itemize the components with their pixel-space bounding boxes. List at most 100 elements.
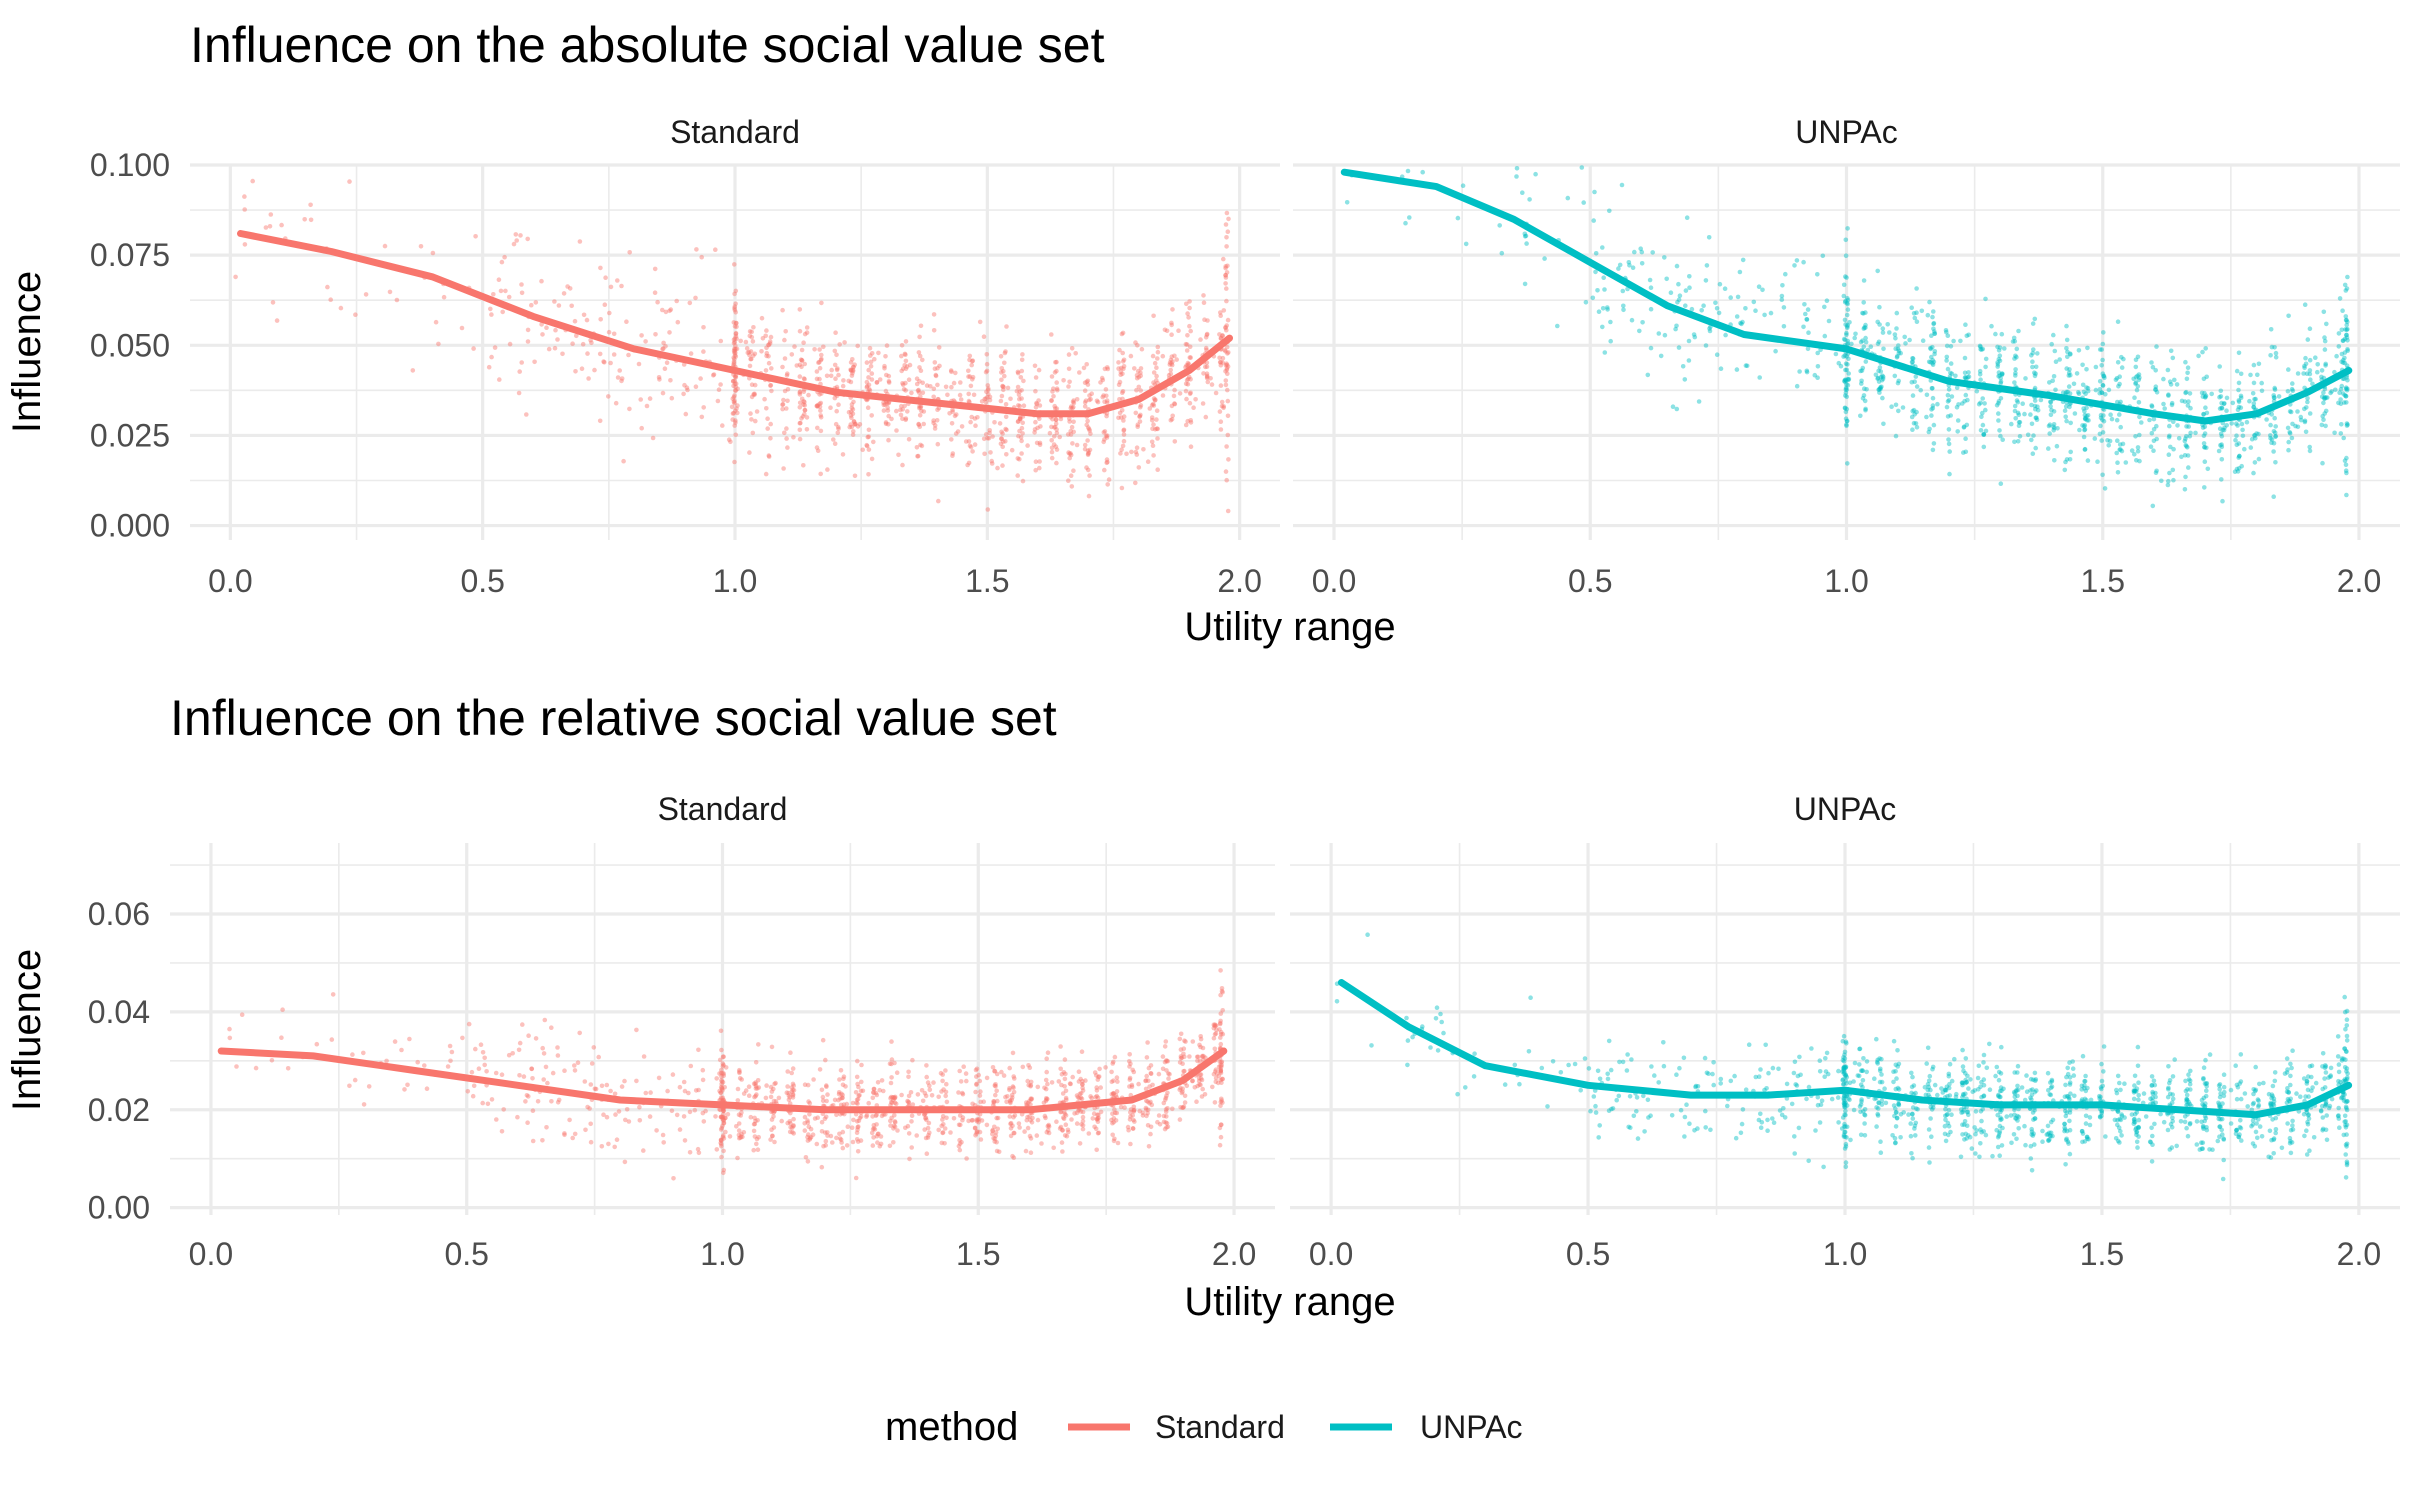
scatter-point: [2032, 1089, 2038, 1095]
scatter-point: [1876, 1100, 1882, 1106]
scatter-point: [1120, 359, 1126, 364]
scatter-point: [1051, 394, 1056, 399]
scatter-point: [818, 357, 824, 363]
scatter-point: [2202, 431, 2208, 436]
scatter-point: [1472, 1051, 1477, 1056]
scatter-point: [2121, 356, 2126, 362]
scatter-point: [1913, 421, 1919, 426]
scatter-point: [865, 405, 871, 411]
scatter-point: [2149, 1082, 2155, 1088]
scatter-point: [2202, 1104, 2208, 1109]
scatter-point: [2336, 344, 2342, 349]
scatter-point: [1845, 324, 1850, 329]
scatter-point: [2080, 382, 2086, 388]
scatter-point: [806, 1124, 812, 1129]
scatter-point: [733, 388, 739, 393]
scatter-point: [1213, 1069, 1218, 1074]
scatter-point: [677, 1127, 683, 1132]
scatter-point: [2217, 1086, 2222, 1092]
scatter-point: [1135, 424, 1140, 430]
scatter-point: [1964, 376, 1969, 382]
scatter-point: [1819, 1098, 1825, 1103]
scatter-point: [1806, 330, 1811, 336]
scatter-point: [2304, 405, 2309, 410]
scatter-point: [718, 1127, 724, 1132]
scatter-point: [1033, 405, 1039, 410]
scatter-point: [1940, 1090, 1946, 1095]
scatter-point: [791, 1123, 796, 1129]
scatter-point: [966, 374, 971, 379]
scatter-point: [603, 275, 608, 281]
scatter-point: [1226, 350, 1231, 355]
scatter-point: [2132, 1088, 2137, 1094]
scatter-point: [674, 298, 679, 304]
scatter-point: [1170, 359, 1175, 364]
scatter-point: [1514, 166, 1520, 171]
scatter-point: [731, 360, 737, 366]
scatter-point: [987, 428, 992, 433]
scatter-point: [751, 1147, 756, 1153]
scatter-point: [1225, 351, 1230, 356]
scatter-point: [2067, 367, 2072, 372]
scatter-point: [1044, 1129, 1050, 1135]
scatter-point: [780, 401, 786, 407]
scatter-point: [2202, 459, 2208, 465]
scatter-point: [263, 225, 269, 230]
scatter-point: [835, 366, 840, 371]
scatter-point: [1188, 377, 1193, 382]
scatter-point: [851, 1117, 856, 1123]
scatter-point: [956, 1090, 961, 1095]
scatter-point: [2067, 1075, 2073, 1080]
scatter-point: [2204, 410, 2210, 416]
scatter-point: [768, 1084, 774, 1090]
scatter-point: [314, 1041, 320, 1047]
scatter-point: [2203, 1057, 2208, 1063]
scatter-point: [2133, 381, 2138, 386]
scatter-point: [1060, 1127, 1065, 1133]
scatter-point: [786, 1090, 791, 1096]
scatter-point: [1621, 307, 1626, 313]
scatter-point: [2141, 1091, 2147, 1096]
scatter-point: [1894, 1076, 1899, 1081]
scatter-point: [1588, 1108, 1593, 1114]
scatter-point: [1128, 1107, 1134, 1112]
scatter-point: [460, 1035, 465, 1041]
scatter-point: [2319, 394, 2325, 400]
scatter-point: [2182, 438, 2188, 444]
scatter-point: [1932, 331, 1938, 336]
scatter-point: [608, 1088, 613, 1094]
scatter-point: [2185, 403, 2191, 408]
scatter-point: [1095, 1095, 1101, 1100]
scatter-point: [2051, 409, 2057, 414]
scatter-point: [1962, 1122, 1967, 1127]
scatter-point: [1793, 1082, 1798, 1087]
scatter-point: [2302, 365, 2307, 371]
scatter-point: [963, 1071, 969, 1076]
scatter-point: [1059, 1109, 1064, 1114]
scatter-point: [2286, 1089, 2291, 1095]
scatter-point: [1225, 364, 1231, 369]
scatter-point: [549, 1025, 554, 1030]
scatter-point: [1711, 1082, 1716, 1088]
scatter-point: [752, 392, 757, 397]
scatter-point: [1983, 428, 1989, 434]
scatter-point: [951, 380, 957, 386]
scatter-point: [1913, 1133, 1918, 1138]
scatter-point: [1165, 1058, 1170, 1064]
scatter-point: [1978, 344, 1983, 350]
scatter-point: [2062, 1094, 2068, 1099]
scatter-point: [1025, 1078, 1030, 1084]
scatter-point: [1037, 416, 1042, 422]
scatter-point: [1997, 1123, 2003, 1129]
scatter-point: [1134, 373, 1140, 378]
scatter-point: [1770, 1116, 1775, 1121]
scatter-point: [714, 1076, 719, 1081]
scatter-point: [2216, 1102, 2222, 1107]
scatter-point: [2219, 433, 2225, 439]
scatter-point: [1017, 416, 1023, 422]
scatter-point: [978, 1089, 983, 1094]
scatter-point: [1149, 415, 1155, 420]
scatter-point: [2085, 1136, 2090, 1142]
scatter-point: [1027, 1133, 1033, 1139]
scatter-point: [1011, 1114, 1016, 1120]
